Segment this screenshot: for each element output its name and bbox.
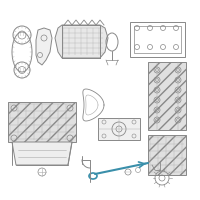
Bar xyxy=(130,22,185,57)
Polygon shape xyxy=(12,142,72,165)
Polygon shape xyxy=(36,28,52,65)
Bar xyxy=(148,135,186,175)
Bar xyxy=(98,118,140,140)
Bar xyxy=(134,26,181,53)
Bar xyxy=(148,62,186,130)
Bar xyxy=(8,102,76,142)
Polygon shape xyxy=(55,25,108,58)
